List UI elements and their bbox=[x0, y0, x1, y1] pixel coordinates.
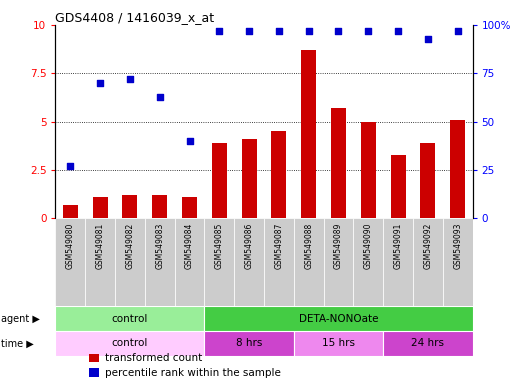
Bar bbox=[145, 218, 175, 306]
Text: GDS4408 / 1416039_x_at: GDS4408 / 1416039_x_at bbox=[55, 11, 214, 24]
Bar bbox=[204, 331, 294, 356]
Bar bbox=[182, 197, 197, 218]
Text: GSM549083: GSM549083 bbox=[155, 223, 164, 269]
Bar bbox=[85, 218, 115, 306]
Point bbox=[126, 76, 134, 82]
Point bbox=[305, 28, 313, 34]
Text: GSM549085: GSM549085 bbox=[215, 223, 224, 269]
Bar bbox=[234, 218, 264, 306]
Bar bbox=[89, 354, 99, 362]
Bar bbox=[383, 218, 413, 306]
Point bbox=[334, 28, 343, 34]
Bar bbox=[55, 218, 473, 306]
Bar bbox=[89, 368, 99, 377]
Point bbox=[155, 93, 164, 99]
Text: GSM549091: GSM549091 bbox=[393, 223, 402, 269]
Text: percentile rank within the sample: percentile rank within the sample bbox=[106, 367, 281, 377]
Bar bbox=[271, 131, 286, 218]
Bar bbox=[55, 331, 204, 356]
Text: GSM549088: GSM549088 bbox=[304, 223, 313, 269]
Bar bbox=[212, 143, 227, 218]
Text: GSM549082: GSM549082 bbox=[126, 223, 135, 269]
Bar bbox=[55, 306, 204, 331]
Text: GSM549086: GSM549086 bbox=[244, 223, 253, 269]
Text: GSM549090: GSM549090 bbox=[364, 223, 373, 269]
Bar bbox=[443, 218, 473, 306]
Bar bbox=[204, 306, 473, 331]
Text: 8 hrs: 8 hrs bbox=[236, 338, 262, 348]
Bar bbox=[361, 122, 376, 218]
Bar bbox=[152, 195, 167, 218]
Text: GSM549092: GSM549092 bbox=[423, 223, 432, 269]
Text: transformed count: transformed count bbox=[106, 353, 203, 363]
Bar bbox=[93, 197, 108, 218]
Point bbox=[275, 28, 283, 34]
Point bbox=[394, 28, 402, 34]
Point bbox=[215, 28, 223, 34]
Bar bbox=[294, 331, 383, 356]
Point bbox=[423, 35, 432, 41]
Bar bbox=[242, 139, 257, 218]
Bar bbox=[264, 218, 294, 306]
Bar bbox=[450, 120, 465, 218]
Text: GSM549093: GSM549093 bbox=[453, 223, 462, 269]
Bar bbox=[324, 218, 353, 306]
Point bbox=[185, 138, 194, 144]
Bar bbox=[383, 331, 473, 356]
Bar bbox=[420, 143, 435, 218]
Bar bbox=[353, 218, 383, 306]
Point bbox=[96, 80, 105, 86]
Text: GSM549089: GSM549089 bbox=[334, 223, 343, 269]
Bar bbox=[175, 218, 204, 306]
Point bbox=[66, 163, 74, 169]
Point bbox=[245, 28, 253, 34]
Bar bbox=[331, 108, 346, 218]
Bar bbox=[391, 155, 406, 218]
Bar bbox=[115, 218, 145, 306]
Point bbox=[364, 28, 373, 34]
Bar bbox=[204, 218, 234, 306]
Bar bbox=[122, 195, 137, 218]
Text: GSM549081: GSM549081 bbox=[96, 223, 105, 269]
Bar bbox=[63, 205, 78, 218]
Text: time ▶: time ▶ bbox=[1, 338, 33, 348]
Bar bbox=[294, 218, 324, 306]
Text: control: control bbox=[112, 314, 148, 324]
Text: DETA-NONOate: DETA-NONOate bbox=[299, 314, 378, 324]
Point bbox=[454, 28, 462, 34]
Text: GSM549080: GSM549080 bbox=[66, 223, 75, 269]
Bar bbox=[301, 50, 316, 218]
Text: 24 hrs: 24 hrs bbox=[411, 338, 445, 348]
Text: agent ▶: agent ▶ bbox=[1, 314, 40, 324]
Text: GSM549084: GSM549084 bbox=[185, 223, 194, 269]
Text: 15 hrs: 15 hrs bbox=[322, 338, 355, 348]
Text: GSM549087: GSM549087 bbox=[275, 223, 284, 269]
Bar bbox=[55, 218, 85, 306]
Text: control: control bbox=[112, 338, 148, 348]
Bar bbox=[413, 218, 443, 306]
